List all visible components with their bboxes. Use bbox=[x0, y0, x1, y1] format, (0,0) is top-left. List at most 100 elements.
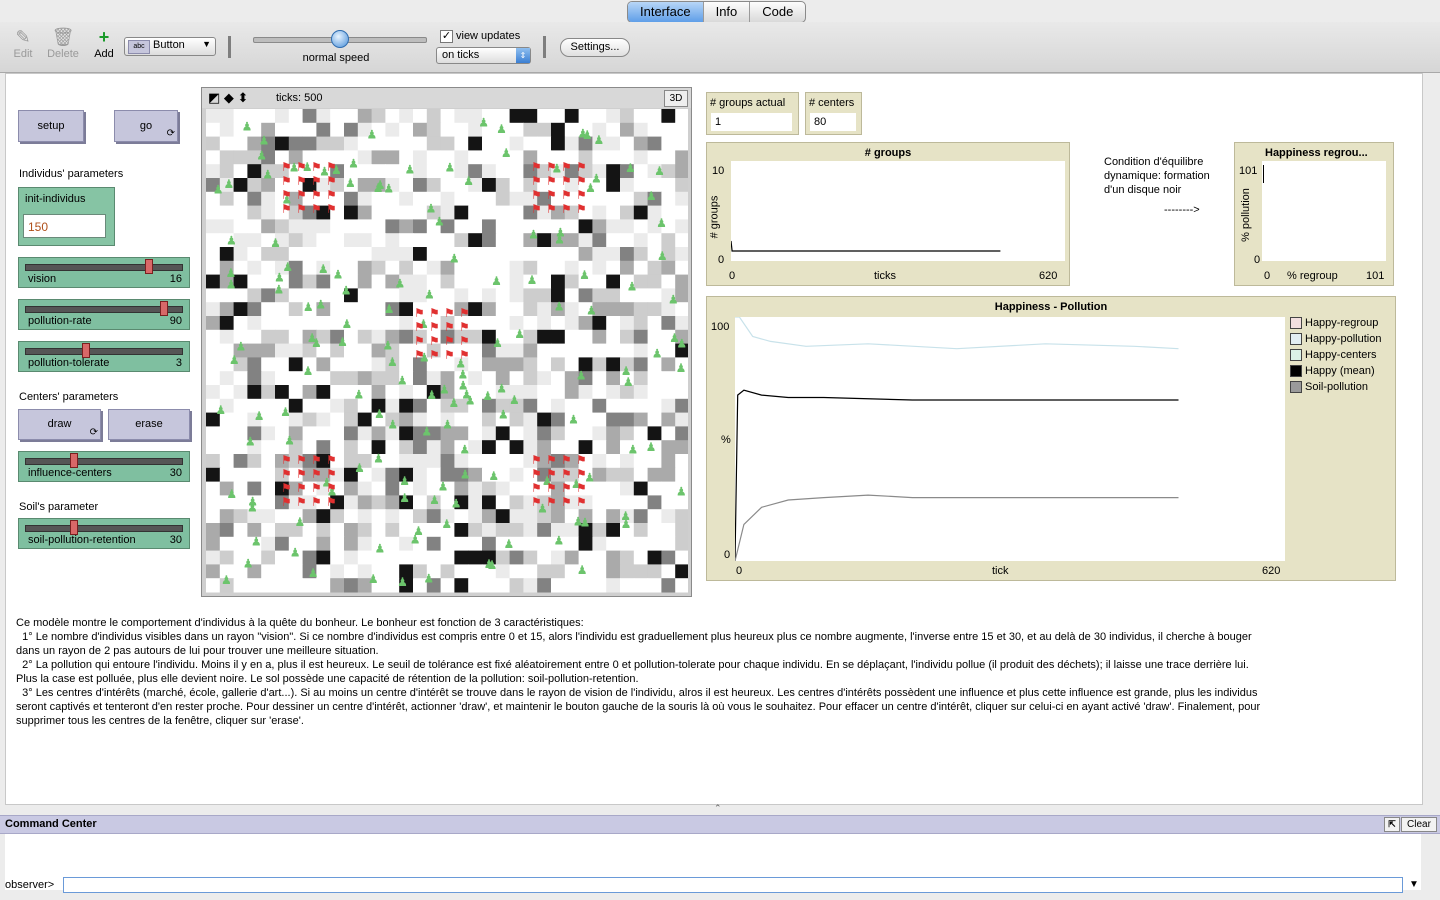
slider-thumb[interactable] bbox=[70, 453, 78, 468]
legend-item: Happy-centers bbox=[1290, 349, 1377, 362]
setup-button[interactable]: setup bbox=[18, 110, 84, 142]
patch bbox=[316, 178, 331, 193]
patch bbox=[344, 523, 359, 538]
patch bbox=[523, 136, 538, 151]
person-icon: ♟ bbox=[554, 233, 565, 247]
patch bbox=[316, 398, 331, 414]
person-icon: ♟ bbox=[460, 468, 471, 482]
patch bbox=[302, 150, 317, 165]
patch bbox=[206, 205, 221, 220]
person-icon: ♟ bbox=[318, 262, 329, 276]
patch bbox=[247, 178, 262, 193]
patch bbox=[578, 495, 593, 510]
y-min-label: 0 bbox=[718, 254, 725, 266]
influence-centers-slider[interactable]: influence-centers 30 bbox=[18, 451, 190, 482]
legend-label: Happy-centers bbox=[1305, 349, 1377, 361]
clear-button[interactable]: Clear bbox=[1401, 817, 1437, 832]
flag-icon: ⚑ bbox=[546, 188, 557, 202]
patch bbox=[482, 247, 497, 262]
speed-slider-thumb[interactable] bbox=[331, 30, 349, 48]
edit-button[interactable]: ✎ Edit bbox=[10, 26, 36, 60]
patch bbox=[399, 233, 414, 248]
flag-icon: ⚑ bbox=[414, 348, 425, 362]
tab-interface[interactable]: Interface bbox=[628, 2, 704, 22]
view-controls-icon[interactable]: ◩ ◆ ⬍ bbox=[208, 90, 249, 105]
view-updates-checkbox[interactable]: ✓ bbox=[440, 30, 453, 43]
slider-thumb[interactable] bbox=[82, 343, 90, 358]
patch bbox=[316, 385, 331, 400]
patch bbox=[564, 150, 580, 165]
patch bbox=[592, 385, 607, 400]
delete-button[interactable]: 🗑 Delete bbox=[44, 26, 82, 60]
3d-button[interactable]: 3D bbox=[664, 90, 688, 107]
init-individus-value[interactable]: 150 bbox=[23, 214, 106, 238]
init-individus-input[interactable]: init-individus 150 bbox=[18, 187, 115, 246]
patch bbox=[357, 412, 373, 427]
patch bbox=[357, 509, 373, 524]
patch bbox=[468, 178, 483, 193]
patch bbox=[578, 191, 593, 207]
patch bbox=[371, 550, 386, 565]
patch bbox=[316, 233, 331, 248]
patch bbox=[495, 536, 511, 552]
flag-icon: ⚑ bbox=[326, 453, 337, 467]
slider-thumb[interactable] bbox=[70, 520, 78, 535]
patch bbox=[371, 357, 386, 372]
patch bbox=[482, 343, 497, 358]
patch bbox=[482, 357, 497, 372]
patch bbox=[633, 274, 649, 289]
patch bbox=[261, 398, 276, 414]
patch bbox=[219, 178, 235, 193]
vision-slider[interactable]: vision 16 bbox=[18, 257, 190, 288]
individus-section-label: Individus' parameters bbox=[19, 168, 124, 180]
patch bbox=[564, 136, 580, 151]
patch bbox=[578, 550, 593, 565]
patch bbox=[675, 481, 688, 496]
patch bbox=[399, 205, 414, 220]
slider-thumb[interactable] bbox=[145, 259, 153, 274]
tab-info[interactable]: Info bbox=[704, 2, 751, 22]
patch bbox=[551, 343, 566, 358]
patch bbox=[206, 343, 221, 358]
patch bbox=[578, 398, 593, 414]
splitter-handle-icon[interactable]: ⌃ bbox=[714, 803, 722, 813]
patch bbox=[357, 260, 373, 276]
erase-button[interactable]: erase bbox=[108, 409, 190, 440]
slider-label: soil-pollution-retention bbox=[28, 534, 136, 546]
soil-pollution-retention-slider[interactable]: soil-pollution-retention 30 bbox=[18, 518, 190, 549]
patch bbox=[206, 178, 221, 193]
add-button[interactable]: + Add bbox=[90, 26, 118, 60]
person-icon: ♟ bbox=[247, 500, 258, 514]
patch bbox=[509, 302, 524, 317]
patch bbox=[247, 136, 262, 151]
patch bbox=[661, 564, 676, 579]
patch bbox=[330, 329, 345, 345]
person-icon: ♟ bbox=[368, 572, 379, 586]
history-dropdown-icon[interactable]: ▼ bbox=[1409, 879, 1419, 890]
widget-type-select[interactable]: abc Button ▼ bbox=[124, 37, 216, 56]
pollution-rate-slider[interactable]: pollution-rate 90 bbox=[18, 299, 190, 330]
tab-code[interactable]: Code bbox=[762, 4, 794, 19]
patch bbox=[551, 385, 566, 400]
expand-icon[interactable]: ⇱ bbox=[1384, 817, 1400, 832]
command-input[interactable] bbox=[63, 877, 1403, 893]
person-icon: ♟ bbox=[426, 388, 437, 402]
patch bbox=[509, 509, 524, 524]
patch bbox=[233, 316, 248, 331]
settings-button[interactable]: Settings... bbox=[560, 38, 630, 57]
flag-icon: ⚑ bbox=[531, 495, 542, 509]
draw-button[interactable]: draw ⟳ bbox=[18, 409, 101, 440]
person-icon: ♟ bbox=[243, 556, 254, 570]
patch bbox=[578, 509, 593, 524]
world-view[interactable]: ◩ ◆ ⬍ ticks: 500 3D ♟ ♟ ♟ ♟ ♟ ♟ ♟ ♟ ♟ ♟ ♟ ♟ ♟ ♟ ♟ ♟ ♟ ♟ ♟ ♟… bbox=[201, 87, 692, 597]
go-button[interactable]: go ⟳ bbox=[114, 110, 178, 142]
patch bbox=[592, 467, 607, 483]
patch bbox=[482, 302, 497, 317]
patch bbox=[261, 329, 276, 345]
y-axis-label: % pollution bbox=[1239, 188, 1252, 242]
slider-thumb[interactable] bbox=[160, 301, 168, 316]
patch bbox=[661, 219, 676, 234]
pollution-tolerate-slider[interactable]: pollution-tolerate 3 bbox=[18, 341, 190, 372]
patch bbox=[675, 233, 688, 248]
update-mode-select[interactable]: on ticks ⇕ bbox=[436, 47, 531, 64]
